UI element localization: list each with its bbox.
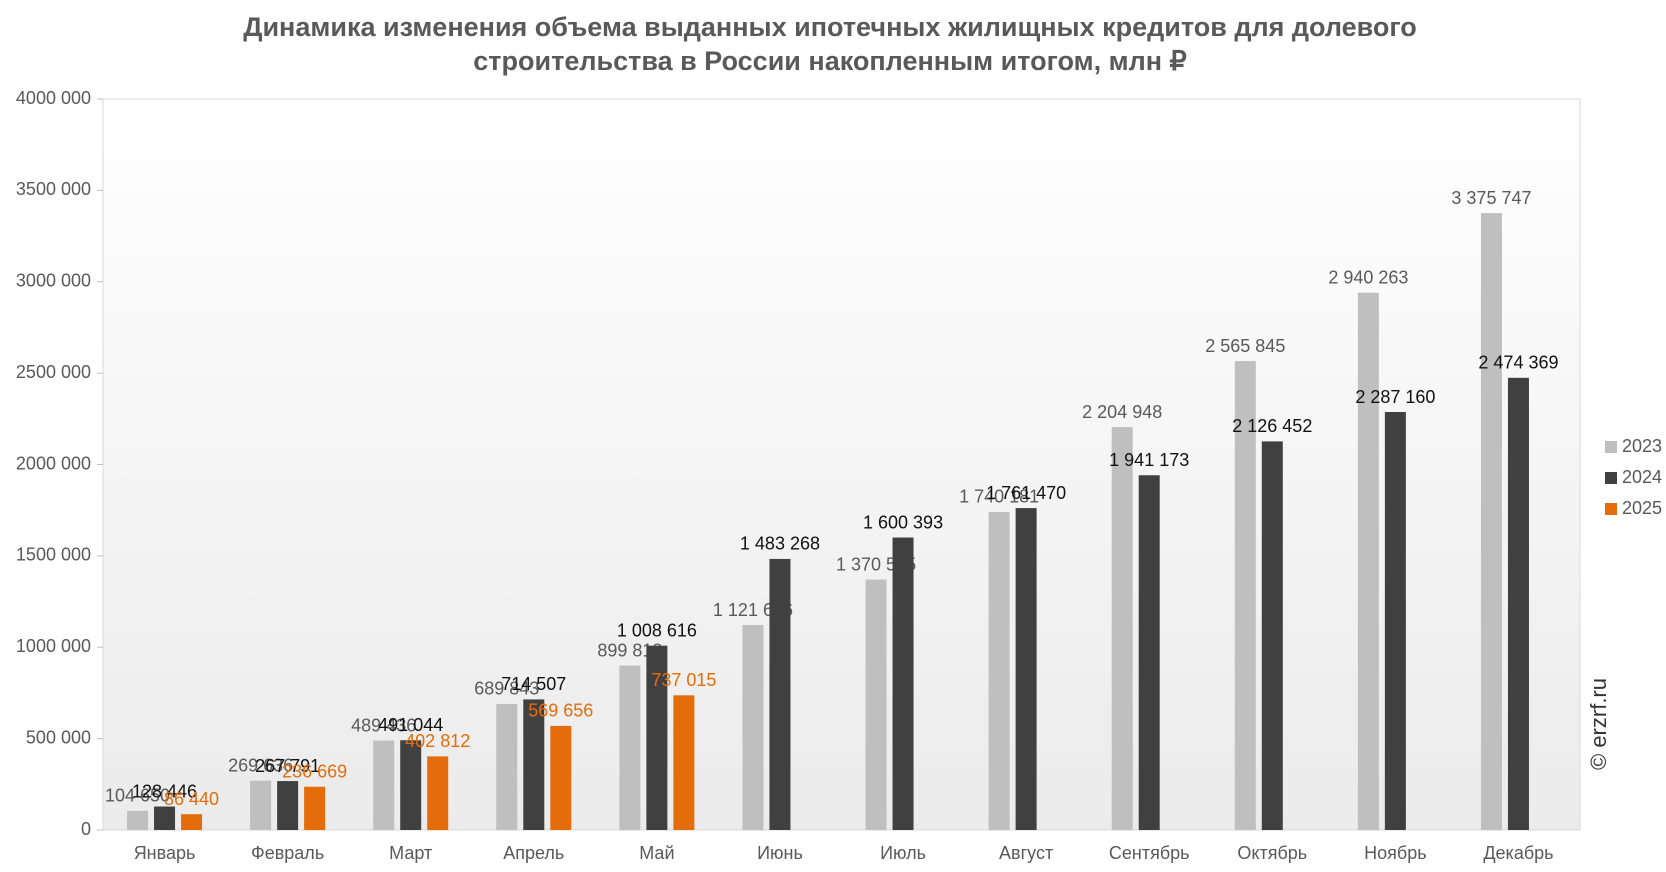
value-label: 86 440: [164, 789, 219, 809]
value-label: 2 474 369: [1478, 353, 1558, 373]
x-tick-label: Февраль: [251, 843, 324, 863]
value-label: 737 015: [651, 670, 716, 690]
value-label: 1 761 470: [986, 483, 1066, 503]
watermark: © erzrf.ru: [1586, 678, 1611, 770]
legend-label: 2023: [1622, 436, 1662, 456]
bar: [1384, 412, 1406, 830]
bar: [496, 703, 518, 830]
y-tick-label: 3500 000: [16, 179, 91, 199]
value-label: 689 843: [474, 679, 539, 699]
x-tick-label: Май: [639, 843, 674, 863]
value-label: 489 436: [351, 715, 416, 735]
value-label: 2 204 948: [1082, 402, 1162, 422]
value-label: 1 600 393: [863, 512, 943, 532]
bar: [154, 806, 176, 830]
bar: [1111, 427, 1133, 830]
bar: [1507, 377, 1529, 830]
x-tick-label: Август: [999, 843, 1053, 863]
value-label: 104 650: [105, 786, 170, 806]
x-tick-label: Декабрь: [1483, 843, 1553, 863]
x-tick-label: Ноябрь: [1364, 843, 1426, 863]
bar: [1357, 292, 1379, 830]
bar: [1138, 475, 1160, 830]
bar: [1234, 361, 1256, 830]
legend-label: 2024: [1622, 467, 1662, 487]
value-label: 1 008 616: [617, 620, 697, 640]
chart-title: Динамика изменения объема выданных ипоте…: [243, 12, 1417, 76]
y-tick-label: 1500 000: [16, 545, 91, 565]
x-tick-label: Сентябрь: [1109, 843, 1190, 863]
x-tick-label: Июль: [880, 843, 926, 863]
value-label: 1 740 181: [959, 487, 1039, 507]
value-label: 269 636: [228, 755, 293, 775]
value-label: 236 669: [282, 761, 347, 781]
legend-swatch: [1605, 472, 1617, 484]
bar: [646, 645, 668, 830]
value-label: 2 287 160: [1355, 387, 1435, 407]
value-label: 2 565 845: [1205, 336, 1285, 356]
y-tick-label: 0: [81, 819, 91, 839]
value-label: 491 044: [378, 715, 443, 735]
value-label: 2 126 452: [1232, 416, 1312, 436]
y-tick-label: 2000 000: [16, 453, 91, 473]
bar: [619, 665, 641, 830]
bar: [181, 814, 203, 830]
y-tick-label: 2500 000: [16, 362, 91, 382]
x-tick-label: Июнь: [757, 843, 803, 863]
value-label: 1 483 268: [740, 534, 820, 554]
x-tick-label: Апрель: [503, 843, 564, 863]
bar: [304, 786, 326, 830]
bar: [769, 558, 791, 830]
bar: [673, 695, 695, 830]
bar: [523, 699, 545, 830]
bar: [277, 781, 299, 830]
value-label: 402 812: [405, 731, 470, 751]
value-label: 267 791: [255, 756, 320, 776]
y-tick-label: 4000 000: [16, 88, 91, 108]
bar: [1261, 441, 1283, 830]
value-label: 128 446: [132, 781, 197, 801]
value-label: 1 941 173: [1109, 450, 1189, 470]
bar: [1015, 508, 1037, 830]
value-label: 569 656: [528, 701, 593, 721]
x-tick-label: Январь: [134, 843, 196, 863]
y-tick-label: 1000 000: [16, 636, 91, 656]
y-tick-label: 500 000: [26, 727, 91, 747]
plot-area: [102, 98, 1581, 831]
value-label: 3 375 747: [1451, 188, 1531, 208]
legend-label: 2025: [1622, 498, 1662, 518]
bar: [550, 725, 572, 830]
bar: [988, 511, 1010, 830]
value-label: 2 940 263: [1328, 267, 1408, 287]
value-label: 714 507: [501, 674, 566, 694]
bar: [400, 740, 422, 830]
bar: [250, 780, 272, 830]
value-label: 899 818: [597, 640, 662, 660]
y-tick-label: 3000 000: [16, 271, 91, 291]
bar: [892, 537, 914, 830]
legend-swatch: [1605, 503, 1617, 515]
x-tick-label: Октябрь: [1237, 843, 1307, 863]
bar: [742, 625, 764, 830]
legend-swatch: [1605, 441, 1617, 453]
bar: [427, 756, 449, 830]
bar: [1480, 213, 1502, 831]
x-tick-label: Март: [389, 843, 432, 863]
bar: [127, 810, 149, 830]
bar: [865, 579, 887, 830]
bar: [373, 740, 395, 830]
